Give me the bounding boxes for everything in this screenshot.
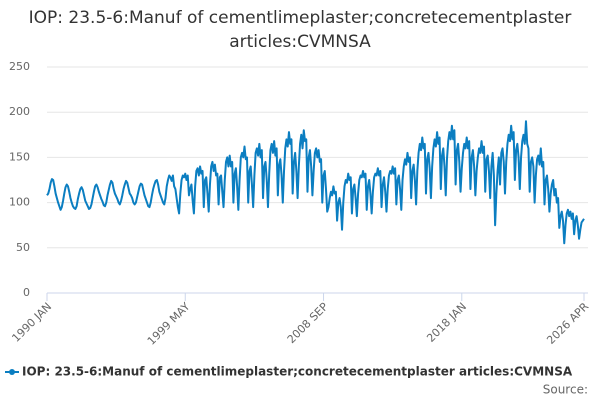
source: Source: [543, 383, 588, 397]
y-tick-label: 250 [9, 60, 30, 73]
legend-label: IOP: 23.5-6:Manuf of cementlimeplaster;c… [22, 365, 573, 379]
y-tick-label: 150 [9, 150, 30, 163]
x-tick-label: 2018 JAN [424, 300, 469, 345]
chart-title: IOP: 23.5-6:Manuf of cementlimeplaster;c… [28, 8, 572, 52]
x-tick-label: 1990 JAN [9, 300, 54, 345]
x-tick-label: 2026 APR [544, 300, 591, 347]
y-tick-label: 0 [23, 286, 30, 299]
y-tick-label: 200 [9, 105, 30, 118]
data-line [46, 120, 585, 245]
y-tick-label: 50 [16, 241, 30, 254]
y-tick-label: 100 [9, 196, 30, 209]
x-tick-label: 1999 MAY [145, 300, 193, 348]
legend-symbol-dot [9, 369, 15, 375]
x-tick-label: 2008 SEP [285, 300, 331, 346]
